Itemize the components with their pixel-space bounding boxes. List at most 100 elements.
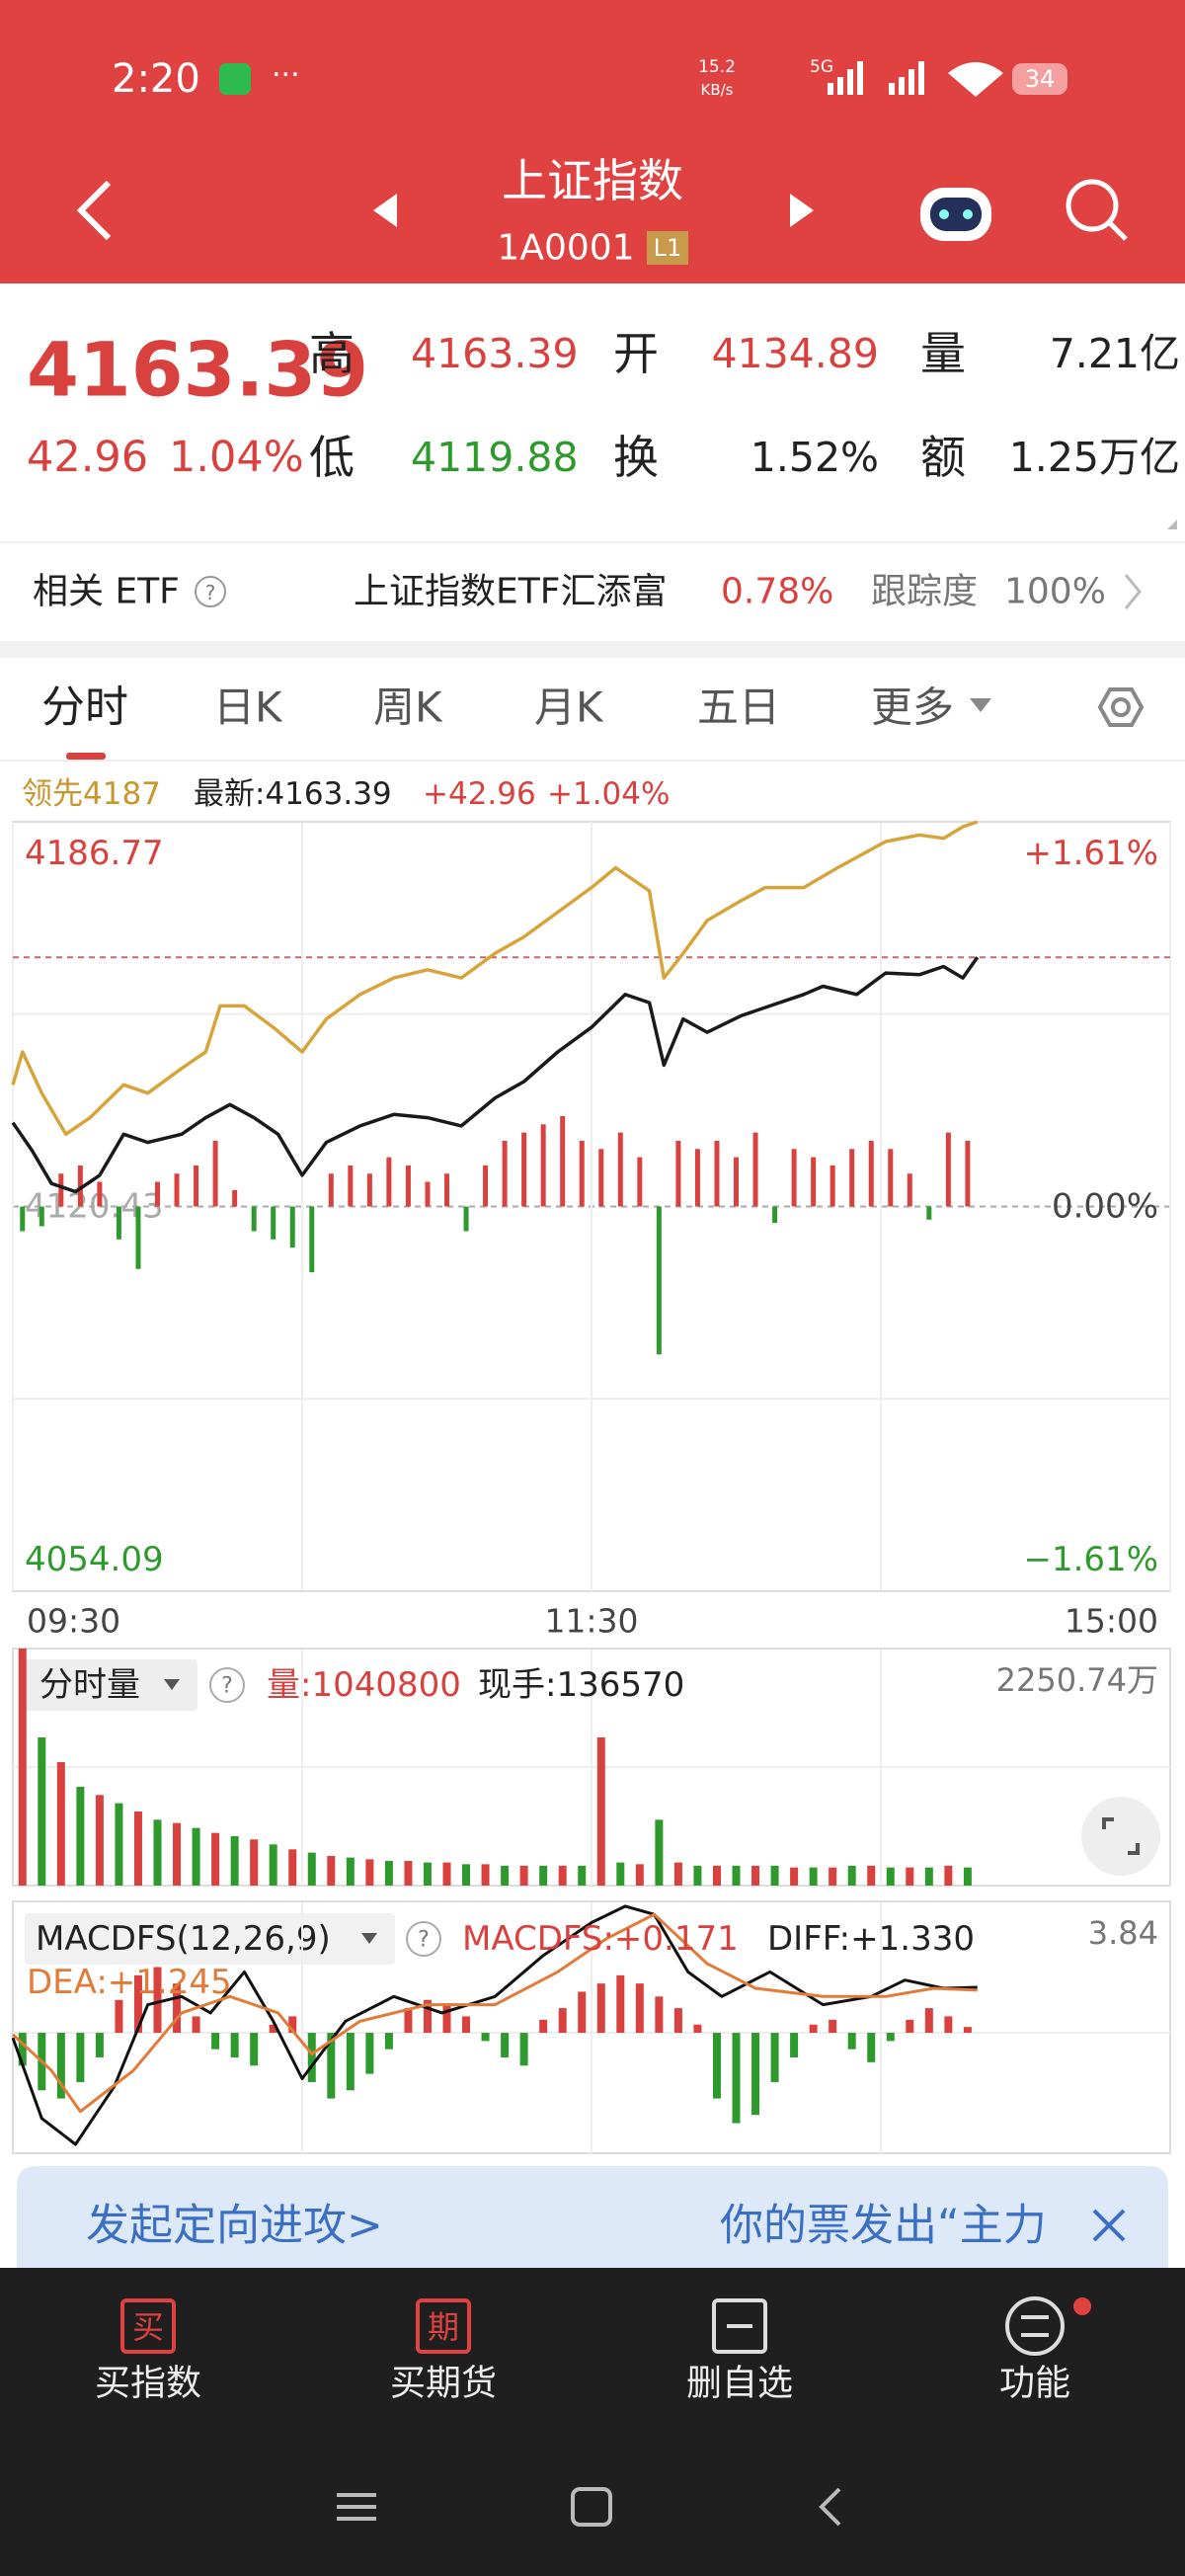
power-bar (772, 1206, 778, 1224)
tab[interactable]: 周K (373, 684, 443, 732)
robot-icon[interactable] (920, 188, 991, 241)
banner-right[interactable]: 你的票发出“主力 (720, 2201, 1047, 2251)
nav-label[interactable]: 删自选 (686, 2364, 793, 2404)
tab[interactable]: 日K (213, 684, 283, 732)
indicator-box[interactable] (25, 1659, 198, 1711)
volume-bar (76, 1786, 85, 1886)
macd-bar (712, 2033, 721, 2099)
y2-tick-label: −1.61% (1024, 1540, 1159, 1579)
power-bar (752, 1132, 758, 1207)
field-value: 7.21亿 (1050, 330, 1180, 377)
macd-bar (423, 1999, 432, 2034)
volume-bar (693, 1865, 702, 1886)
help-icon[interactable] (209, 1667, 245, 1703)
tab[interactable]: 五日 (697, 684, 780, 732)
volume-bar (211, 1832, 220, 1886)
help-mark: ? (205, 581, 216, 604)
settings-icon[interactable] (1097, 687, 1145, 727)
macd-bar (790, 2033, 799, 2057)
fullscreen-button[interactable] (1081, 1797, 1160, 1876)
field-value: 4119.88 (411, 434, 579, 481)
banner[interactable] (17, 2166, 1168, 2268)
macd-bar (501, 2033, 510, 2057)
power-bar (888, 1149, 894, 1207)
status-more: ··· (272, 58, 300, 93)
field-label: 低 (309, 431, 355, 484)
macd-bar (693, 2024, 702, 2034)
power-bar (637, 1157, 643, 1207)
macd-bar (442, 2003, 451, 2034)
indicator-name[interactable]: 分时量 (40, 1665, 140, 1705)
banner-close[interactable] (1092, 2209, 1126, 2242)
power-bar (714, 1140, 720, 1207)
power-bar (405, 1165, 411, 1207)
tab[interactable]: 分时 (41, 683, 128, 733)
power-bar (97, 1181, 103, 1207)
power-bar (907, 1173, 912, 1207)
power-bar (348, 1165, 354, 1207)
legend-item: DEA:+1.245 (27, 1963, 232, 2002)
indicator-caret (164, 1679, 180, 1690)
search-button[interactable] (1066, 179, 1128, 241)
power-bar (483, 1165, 489, 1207)
power-bar (328, 1173, 334, 1207)
volume-bar (462, 1864, 471, 1886)
power-bar (194, 1165, 199, 1207)
power-bar (521, 1132, 527, 1207)
y2-tick-label: 0.00% (1052, 1187, 1158, 1227)
power-bar (232, 1189, 238, 1207)
volume-bar (616, 1862, 625, 1886)
banner-left[interactable]: 发起定向进攻> (86, 2201, 383, 2251)
leader-label: 领先4187 (22, 776, 161, 812)
power-bar (135, 1206, 141, 1269)
legend-item: MACDFS:+0.171 (462, 1919, 739, 1959)
bottom-nav (0, 2268, 1185, 2576)
index-code: 1A0001 (497, 228, 634, 269)
tab[interactable]: 更多 (871, 684, 954, 732)
power-bar (540, 1124, 546, 1207)
power-bar (116, 1206, 121, 1240)
macd-bar (809, 2024, 818, 2034)
field-value: 1.52% (750, 434, 879, 481)
macd-bar (655, 1996, 664, 2034)
help-icon[interactable] (195, 576, 226, 607)
power-bar (849, 1149, 855, 1207)
prev-button[interactable] (373, 194, 397, 227)
power-bar (155, 1181, 160, 1207)
help-icon[interactable] (406, 1921, 441, 1957)
volume-bar (501, 1865, 510, 1886)
y-tick-label: 3.84 (1088, 1914, 1158, 1952)
nav-label[interactable]: 买指数 (95, 2364, 201, 2404)
change: 42.96 (27, 433, 148, 482)
indicator-name[interactable]: MACDFS(12,26,9) (36, 1919, 331, 1959)
volume-bar (365, 1859, 374, 1886)
help-mark: ? (221, 1674, 233, 1699)
nav-label[interactable]: 买期货 (390, 2364, 497, 2404)
back-button[interactable] (76, 180, 112, 241)
power-bar (675, 1140, 681, 1207)
macd-bar (616, 1974, 625, 2034)
volume-bar (288, 1849, 297, 1886)
volume-bar (963, 1867, 972, 1886)
nav-label[interactable]: 功能 (999, 2364, 1070, 2404)
macd-bar (924, 2008, 933, 2034)
next-button[interactable] (790, 194, 814, 227)
macd-bar (829, 2019, 837, 2034)
net-speed: 15.2 (698, 57, 736, 77)
nav-icon-text: 买 (132, 2308, 164, 2346)
power-bar (289, 1206, 295, 1248)
system-nav[interactable] (337, 2487, 841, 2527)
header-bg (0, 0, 1185, 283)
volume-bar (712, 1865, 721, 1886)
macd-bar (596, 1983, 605, 2034)
tab[interactable]: 月K (534, 684, 604, 732)
power-bar (598, 1149, 604, 1207)
etf-arrow[interactable] (1124, 574, 1142, 609)
field-value: 4163.39 (411, 330, 579, 377)
etf-label: 相关 ETF (33, 572, 180, 612)
macd-bar (346, 2033, 355, 2091)
legend-item: DIFF:+1.330 (767, 1919, 975, 1959)
volume-bar (95, 1795, 104, 1886)
etf-name[interactable]: 上证指数ETF汇添富 (354, 572, 667, 612)
